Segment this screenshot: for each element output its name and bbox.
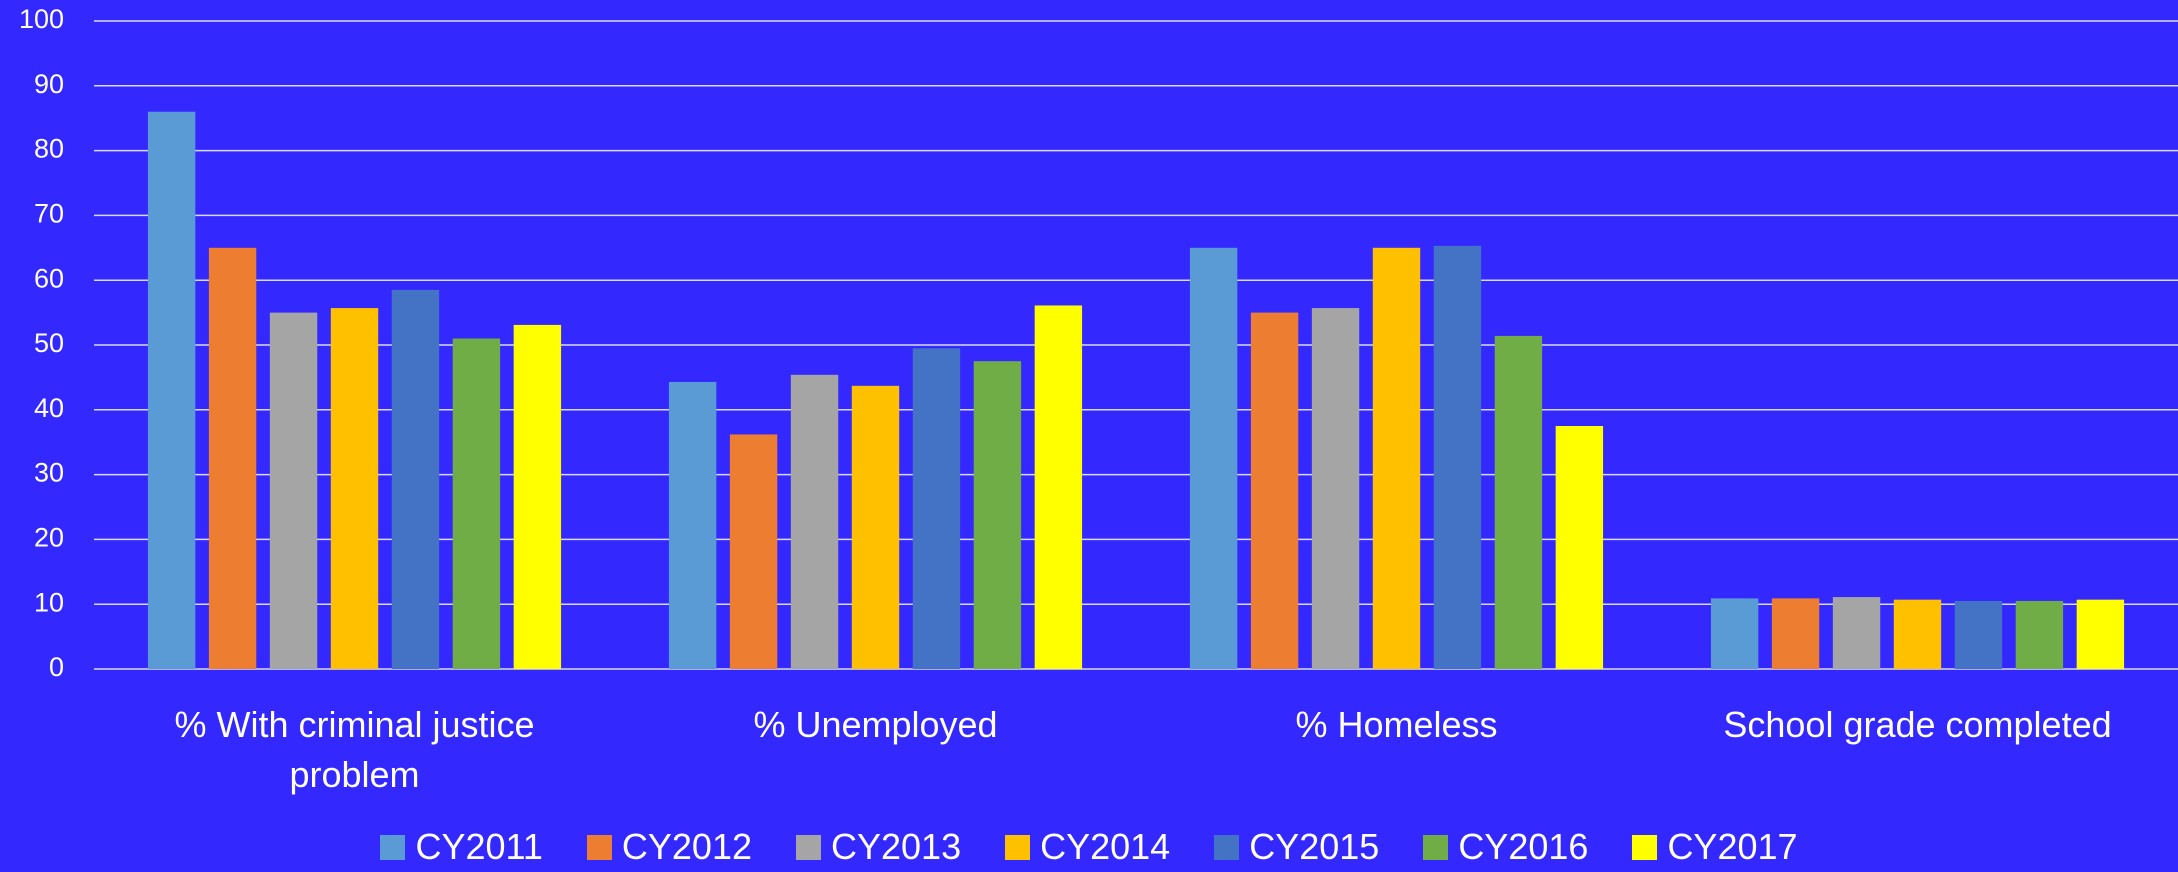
bar [668,381,717,669]
bar [2076,599,2125,669]
bar [330,308,379,669]
y-tick-label: 0 [49,652,64,682]
legend-label: CY2015 [1249,826,1380,867]
bar [1555,426,1604,669]
legend-item: CY2017 [1632,826,1798,868]
legend-label: CY2016 [1458,826,1589,867]
bar [1832,597,1881,669]
legend-swatch [1632,834,1658,860]
x-tick-label: % Unemployed [753,704,998,745]
legend-swatch [796,834,821,860]
legend: CY2011 CY2012 CY2013 CY2014 CY2015 CY2016 CY20… [0,826,2178,868]
bar [1189,247,1238,670]
bar [1311,308,1360,669]
bar [1771,598,1820,669]
legend-item: CY2016 [1423,826,1588,868]
legend-swatch [1423,834,1449,860]
bar [391,289,440,669]
y-tick-label: 30 [34,458,64,488]
bar [208,247,257,670]
bar [790,374,839,669]
bar [1034,305,1083,669]
legend-swatch [1214,834,1240,860]
bar [851,385,900,669]
x-tick-label: % Homeless [1295,704,1498,745]
bar [1433,245,1482,669]
bar [1893,599,1942,669]
bar [1250,312,1299,669]
bar [452,338,501,669]
legend-item: CY2013 [796,826,961,868]
legend-item: CY2012 [586,826,752,868]
bar [729,434,778,669]
bar [269,312,318,669]
legend-item: CY2014 [1005,826,1170,868]
legend-label: CY2017 [1667,826,1798,867]
y-tick-label: 10 [34,587,64,617]
bar [1954,600,2003,669]
bar [147,111,196,670]
y-tick-label: 100 [19,4,64,34]
legend-swatch [586,834,612,860]
bar [2015,600,2064,669]
y-tick-label: 50 [34,328,64,358]
y-tick-label: 90 [34,69,64,99]
y-tick-label: 60 [34,263,64,293]
legend-item: CY2011 [380,826,543,868]
y-tick-label: 80 [34,134,64,164]
y-tick-label: 40 [34,393,64,423]
legend-label: CY2014 [1040,826,1171,867]
legend-label: CY2013 [831,826,962,867]
bar [1494,335,1543,669]
bar [513,324,562,669]
legend-label: CY2011 [415,826,543,867]
bar [973,361,1022,669]
bar [1710,598,1759,669]
legend-item: CY2015 [1214,826,1379,868]
x-tick-label: % With criminal justice problem [174,704,535,795]
y-tick-label: 70 [34,199,64,229]
bar [912,348,961,669]
bar [1372,247,1421,670]
legend-label: CY2012 [621,826,752,867]
legend-swatch [380,834,406,860]
y-tick-label: 20 [34,523,64,553]
legend-swatch [1005,834,1031,860]
x-tick-label: School grade completed [1723,704,2112,745]
